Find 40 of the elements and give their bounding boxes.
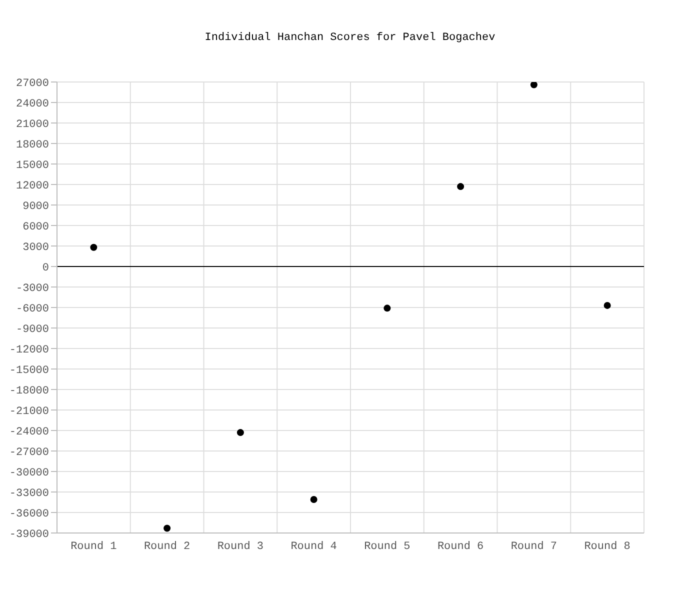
y-tick-label: 6000 — [22, 221, 49, 234]
y-tick-label: -12000 — [9, 344, 49, 356]
point — [310, 496, 318, 504]
x-tick-label: Round 2 — [144, 540, 190, 553]
point — [530, 82, 538, 88]
y-tick-label: 3000 — [22, 242, 49, 254]
x-tick-label: Round 5 — [364, 540, 410, 553]
y-tick-label: -30000 — [9, 467, 49, 480]
y-tick-label: 24000 — [16, 98, 49, 110]
y-tick-label: -36000 — [9, 508, 49, 520]
y-tick-label: -18000 — [9, 385, 49, 398]
x-tick-label: Round 6 — [437, 540, 484, 553]
y-tick-label: -6000 — [16, 303, 49, 316]
y-tick-label: -33000 — [9, 488, 49, 500]
y-tick-label: -24000 — [9, 426, 49, 438]
point — [457, 183, 464, 190]
point — [384, 304, 391, 312]
y-tick-label: 12000 — [16, 180, 49, 192]
y-tick-label: -3000 — [16, 282, 49, 295]
y-tick-label: -9000 — [16, 324, 49, 336]
x-tick-label: Round 3 — [217, 540, 264, 553]
y-tick-label: -39000 — [9, 528, 49, 541]
y-tick-label: -15000 — [9, 364, 49, 377]
point — [236, 429, 244, 436]
x-tick-label: Round 4 — [290, 540, 338, 553]
x-tick-label: Round 8 — [584, 540, 630, 553]
point — [164, 524, 171, 532]
y-tick-label: 9000 — [22, 200, 49, 213]
y-tick-label: -27000 — [9, 446, 49, 459]
x-tick-label: Round 7 — [510, 540, 558, 553]
y-tick-label: 18000 — [16, 139, 49, 152]
y-tick-label: -21000 — [9, 406, 49, 418]
chart-title: Individual Hanchan Scores for Pavel Bogachev — [204, 32, 496, 44]
point — [90, 244, 98, 251]
x-tick-label: Round 1 — [70, 540, 118, 553]
point — [604, 302, 611, 309]
y-tick-label: 0 — [42, 262, 49, 274]
y-tick-label: 15000 — [16, 160, 49, 172]
y-tick-label: 21000 — [16, 118, 49, 131]
y-tick-label: 27000 — [16, 78, 49, 90]
